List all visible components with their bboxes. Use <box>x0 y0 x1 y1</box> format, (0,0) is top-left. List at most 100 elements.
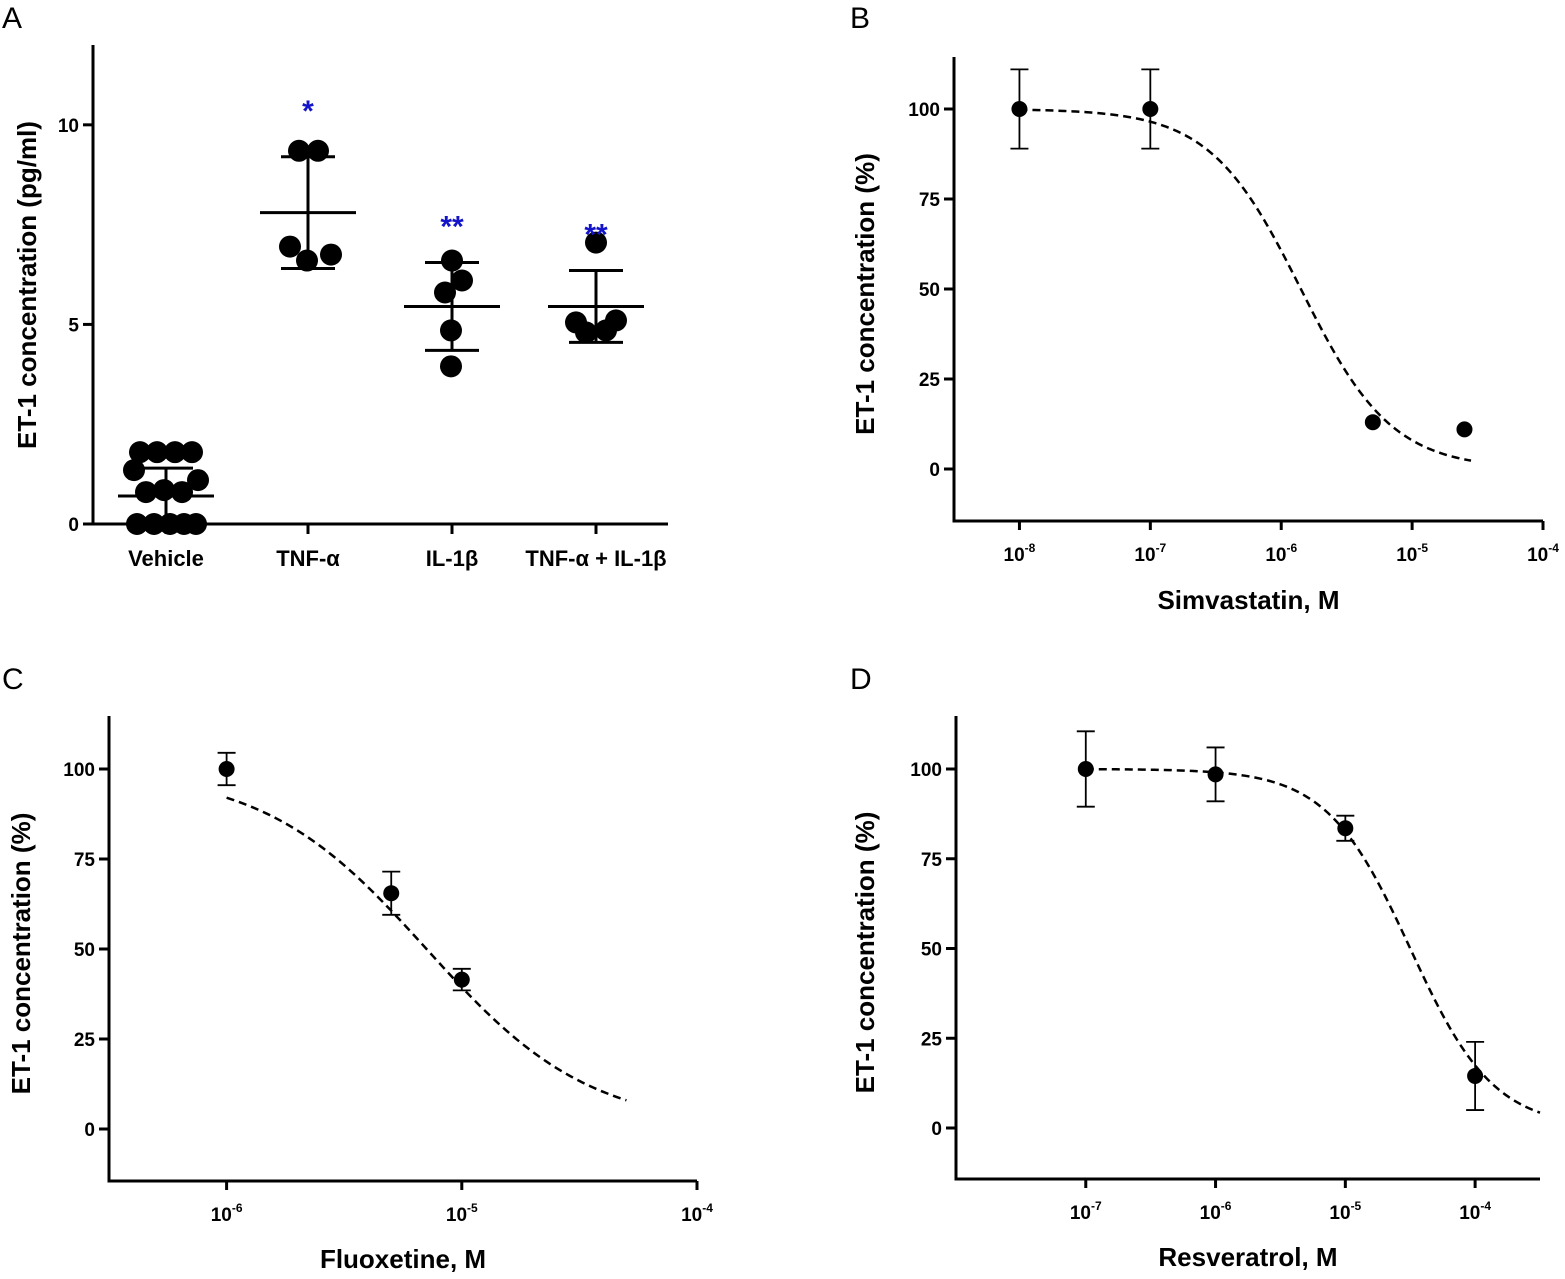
data-point-group <box>1466 1040 1485 1111</box>
fit-curve <box>1085 767 1541 1114</box>
data-point <box>218 761 235 777</box>
data-point <box>307 139 329 162</box>
data-point <box>126 513 148 535</box>
x-tick-label: 10-4 <box>1527 541 1559 566</box>
data-point-group <box>1206 746 1225 803</box>
group-1 <box>118 441 214 535</box>
x-category-label: TNF-α <box>276 546 340 571</box>
panel-b-chart: 0 25 50 75 100 10-8 10-7 10-6 10-5 10-4 ET-1 conce… <box>850 57 1559 615</box>
y-tick-label: 10 <box>58 116 79 137</box>
y-axis-title: ET-1 concentration (%) <box>850 153 880 435</box>
y-tick-label: 5 <box>68 315 79 336</box>
x-tick-label: 10-6 <box>1265 541 1297 566</box>
fit-curve <box>1019 108 1472 462</box>
panel-label-d: D <box>850 663 872 696</box>
data-point <box>171 481 193 504</box>
y-tick-label: 25 <box>919 370 941 391</box>
data-point <box>383 885 400 902</box>
x-tick-label: 10-6 <box>1200 1199 1232 1224</box>
x-axis-title: Resveratrol, M <box>1158 1242 1337 1272</box>
significance-marker: * <box>302 95 314 128</box>
data-point <box>1011 101 1028 117</box>
data-point-group <box>382 870 401 916</box>
y-tick-label: 0 <box>68 515 79 536</box>
y-tick-label: 100 <box>63 760 95 781</box>
y-tick-label: 25 <box>921 1029 943 1050</box>
data-point <box>187 469 209 492</box>
y-axis-title: ET-1 concentration (pg/ml) <box>12 121 42 449</box>
y-tick-label: 100 <box>910 760 942 781</box>
x-axis-title: Fluoxetine, M <box>320 1244 486 1274</box>
group-2: * <box>260 95 356 272</box>
data-point <box>1337 820 1354 837</box>
data-point <box>164 441 186 464</box>
data-point <box>585 231 607 254</box>
y-tick-label: 0 <box>931 1119 942 1140</box>
y-tick-label: 75 <box>74 850 96 871</box>
data-point <box>146 441 168 464</box>
data-point <box>129 441 151 464</box>
y-tick-label: 0 <box>929 460 940 481</box>
x-tick-label: 10-4 <box>1459 1199 1491 1224</box>
data-point-group <box>1364 414 1381 431</box>
panel-a-chart: 0 5 10 Vehicle TNF-α IL-1β TNF-α + IL-1β ET-1 c… <box>12 45 668 571</box>
x-tick-label: 10-7 <box>1070 1199 1102 1224</box>
x-tick-label: 10-5 <box>1329 1199 1361 1224</box>
y-axis-title: ET-1 concentration (%) <box>850 812 880 1094</box>
y-tick-label: 75 <box>921 850 943 871</box>
data-point-group <box>1456 421 1473 438</box>
data-point <box>440 355 462 378</box>
data-point-group <box>217 751 236 787</box>
x-tick-label: 10-5 <box>1396 541 1428 566</box>
data-point <box>1467 1067 1484 1084</box>
panel-label-b: B <box>850 2 870 35</box>
data-point <box>185 513 207 535</box>
x-tick-label: 10-8 <box>1004 541 1036 566</box>
x-tick-label: 10-6 <box>211 1201 243 1226</box>
y-tick-label: 25 <box>74 1030 96 1051</box>
y-tick-label: 75 <box>919 190 941 211</box>
x-category-label: Vehicle <box>128 546 204 571</box>
y-axis-title: ET-1 concentration (%) <box>6 813 36 1095</box>
data-point <box>441 249 463 272</box>
y-tick-label: 100 <box>908 100 940 121</box>
data-point <box>123 459 145 482</box>
data-point <box>320 243 342 266</box>
data-point <box>595 319 617 342</box>
y-tick-label: 50 <box>919 280 940 301</box>
y-tick-label: 50 <box>74 940 95 961</box>
significance-marker: ** <box>584 219 608 252</box>
data-point-group <box>1010 68 1029 150</box>
x-tick-label: 10-4 <box>681 1201 713 1226</box>
group-4: ** <box>548 219 644 344</box>
x-category-label: TNF-α + IL-1β <box>525 546 666 571</box>
data-point <box>181 441 203 464</box>
x-axis-title: Simvastatin, M <box>1157 585 1339 615</box>
panel-c-chart: 0 25 50 75 100 10-6 10-5 10-4 ET-1 concentration… <box>6 716 713 1274</box>
x-tick-label: 10-5 <box>446 1201 478 1226</box>
data-point <box>1142 101 1159 117</box>
panel-label-c: C <box>2 663 24 696</box>
data-point-group <box>452 967 471 992</box>
data-point <box>1456 421 1473 438</box>
significance-marker: ** <box>440 211 464 244</box>
data-point <box>135 481 157 504</box>
data-point-group <box>1336 814 1355 842</box>
data-point <box>143 513 165 535</box>
data-point-group <box>1076 730 1095 808</box>
group-3: ** <box>404 211 500 378</box>
data-point <box>1364 414 1381 431</box>
data-point <box>1077 761 1094 777</box>
data-point <box>453 971 470 988</box>
x-category-label: IL-1β <box>426 546 479 571</box>
data-point <box>1207 766 1224 783</box>
x-tick-label: 10-7 <box>1134 541 1166 566</box>
y-tick-label: 0 <box>84 1120 95 1141</box>
panel-label-a: A <box>2 2 22 35</box>
y-tick-label: 50 <box>921 940 942 961</box>
data-point-group <box>1141 68 1160 150</box>
panel-d-chart: 0 25 50 75 100 10-7 10-6 10-5 10-4 ET-1 concentra… <box>850 716 1541 1272</box>
data-point <box>575 321 597 344</box>
data-point <box>451 269 473 292</box>
